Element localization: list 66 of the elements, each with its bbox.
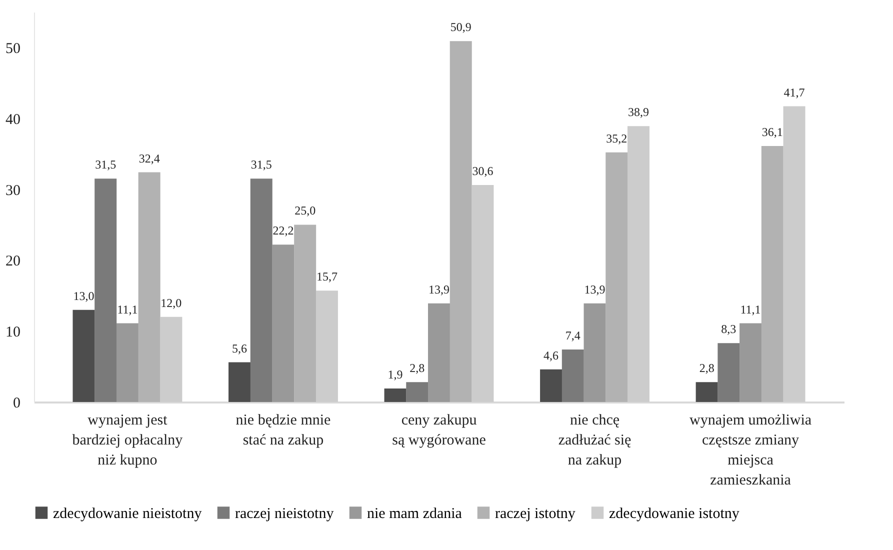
- bar: [294, 224, 316, 402]
- bar: [472, 185, 494, 402]
- x-tick-label: ceny zakupu są wygórowane: [392, 412, 486, 448]
- bar: [406, 382, 428, 402]
- data-label: 2,8: [410, 361, 425, 376]
- bar: [627, 126, 650, 402]
- legend-label: nie mam zdania: [367, 506, 462, 522]
- y-tick-label: 40: [6, 112, 20, 128]
- bar: [450, 41, 472, 402]
- data-label: 38,9: [628, 105, 649, 120]
- bar: [783, 106, 806, 402]
- data-label: 7,4: [565, 328, 580, 343]
- data-label: 11,1: [740, 302, 761, 316]
- bar: [384, 388, 406, 402]
- data-label: 15,7: [316, 270, 338, 284]
- data-label: 5,6: [232, 341, 248, 356]
- data-label: 13,9: [428, 282, 450, 296]
- y-tick-label: 0: [13, 396, 20, 412]
- bar: [160, 316, 182, 402]
- bar: [272, 244, 294, 402]
- data-label: 32,4: [138, 151, 160, 166]
- legend-label: raczej istotny: [495, 506, 576, 522]
- data-label: 25,0: [294, 204, 316, 218]
- data-label: 31,5: [250, 158, 272, 172]
- bar: [562, 350, 584, 402]
- data-label: 13,0: [73, 288, 94, 303]
- data-label: 35,2: [606, 131, 628, 146]
- data-label: 12,0: [160, 296, 182, 310]
- data-label: 13,9: [584, 282, 606, 296]
- bar: [138, 172, 160, 402]
- bar: [740, 323, 762, 402]
- data-label: 41,7: [784, 85, 805, 100]
- y-tick-label: 10: [6, 324, 20, 341]
- x-tick-label: wynajem umożliwia częstsze zmiany miejsca zamieszkania: [690, 412, 812, 488]
- data-label: 1,9: [388, 368, 403, 382]
- bar: [540, 369, 562, 402]
- x-tick-label: wynajem jest bardziej opłacalny niż kupno: [72, 412, 184, 468]
- bar: [316, 290, 338, 402]
- bar: [428, 303, 450, 402]
- data-label: 4,6: [544, 348, 559, 362]
- bar: [696, 382, 718, 402]
- bar: [250, 178, 272, 402]
- data-label: 8,3: [721, 322, 736, 336]
- data-label: 50,9: [450, 20, 472, 34]
- legend-label: zdecydowanie istotny: [609, 506, 740, 522]
- bar: [718, 343, 740, 402]
- bar: [584, 303, 606, 402]
- bar: [606, 152, 628, 402]
- y-tick-label: 20: [6, 254, 20, 270]
- data-label: 31,5: [95, 158, 116, 172]
- y-tick-label: 50: [6, 40, 20, 57]
- legend-label: raczej nieistotny: [235, 506, 334, 522]
- data-label: 2,8: [699, 361, 714, 376]
- x-tick-label: nie będzie mnie stać na zakup: [236, 412, 332, 448]
- data-label: 11,1: [117, 302, 138, 316]
- x-tick-label: nie chcę zadłużać się na zakup: [558, 412, 632, 468]
- data-label: 36,1: [762, 125, 783, 140]
- legend-label: zdecydowanie nieistotny: [53, 506, 202, 522]
- bar: [72, 310, 95, 402]
- bar: [228, 362, 251, 402]
- data-label: 30,6: [472, 164, 494, 178]
- bar: [761, 146, 784, 402]
- bar: [94, 178, 117, 402]
- bar: [116, 323, 138, 402]
- y-tick-label: 30: [6, 182, 20, 199]
- data-label: 22,2: [272, 224, 294, 238]
